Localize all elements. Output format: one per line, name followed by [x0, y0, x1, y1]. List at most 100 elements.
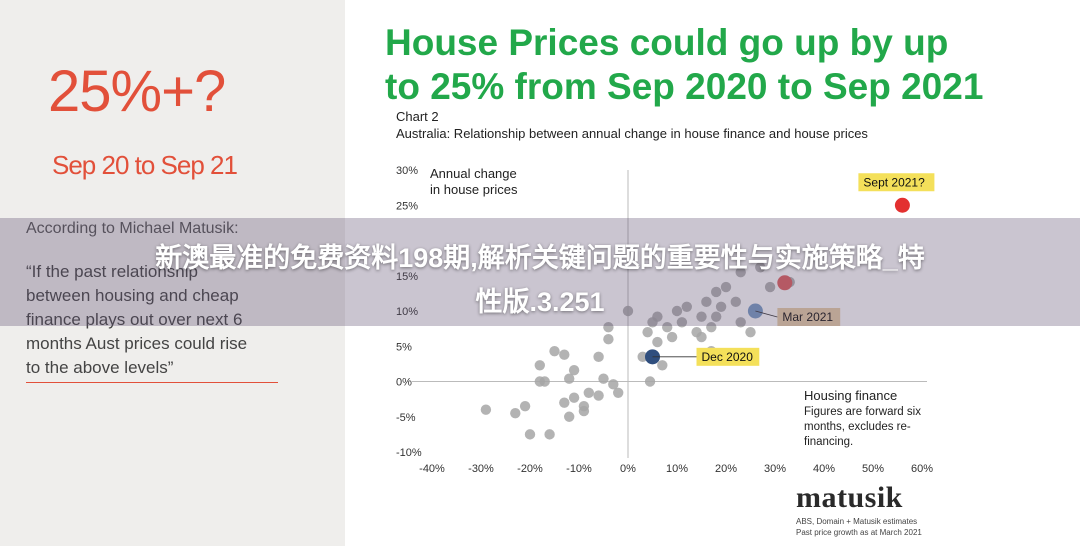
data-point: [544, 429, 555, 440]
data-point: [637, 351, 648, 363]
brand-logo-text: matusik: [796, 481, 903, 514]
callout-label: Dec 2020: [702, 350, 754, 364]
headline-figure: 25%+?: [48, 59, 226, 124]
y-tick-label: -10%: [396, 447, 422, 459]
data-point: [745, 326, 756, 338]
x-axis-title: financing.: [804, 436, 853, 448]
x-axis-title: months, excludes re-: [804, 421, 911, 433]
data-point: [755, 262, 766, 273]
x-tick-label: 20%: [715, 463, 737, 475]
banner-text-line-1: 新澳最准的免费资料198期,解析关键问题的重要性与实施策略_特: [155, 243, 925, 273]
data-point: [696, 311, 707, 322]
data-point: [583, 387, 594, 398]
highlight-point: [777, 275, 793, 291]
data-point: [568, 392, 580, 403]
quote-divider: [26, 382, 278, 383]
main-title-line-2: to 25% from Sep 2020 to Sep 2021: [385, 66, 984, 107]
data-point: [534, 360, 545, 371]
data-point: [706, 322, 717, 333]
data-point: [539, 376, 550, 387]
data-point: [564, 373, 575, 384]
y-tick-label: 5%: [396, 341, 412, 353]
quote-line: finance plays out over next 6: [26, 310, 243, 329]
data-point: [711, 311, 722, 322]
data-point: [676, 317, 688, 328]
main-title-line-1: House Prices could go up by up: [385, 22, 949, 63]
data-point: [559, 397, 570, 408]
data-point: [711, 286, 722, 298]
x-tick-label: 40%: [813, 463, 835, 475]
right-panel: [345, 0, 1080, 546]
highlight-point: [894, 197, 910, 213]
x-tick-label: -10%: [566, 463, 592, 475]
data-point: [603, 334, 614, 345]
y-tick-label: 15%: [396, 271, 418, 283]
data-point: [593, 390, 604, 401]
data-point: [652, 336, 663, 348]
quote-line: “If the past relationship: [26, 262, 198, 281]
callout-tag: [777, 308, 841, 326]
data-point: [764, 281, 776, 293]
data-point: [671, 305, 683, 317]
chart-number: Chart 2: [396, 109, 439, 124]
data-point: [720, 281, 732, 293]
data-point: [642, 326, 653, 338]
x-tick-label: 60%: [911, 463, 933, 475]
data-point: [644, 376, 656, 387]
left-panel: 25%+? Sep 20 to Sep 21 According to Mich…: [0, 0, 345, 546]
y-axis-title: in house prices: [430, 182, 518, 197]
callout-label: Mar 2021: [782, 310, 833, 324]
data-point: [598, 373, 609, 384]
quote-line: months Aust prices could rise: [26, 334, 248, 353]
data-point: [657, 360, 668, 371]
x-tick-label: 30%: [764, 463, 786, 475]
callout-tag: [696, 347, 760, 366]
y-tick-label: -5%: [396, 412, 416, 424]
data-point: [608, 379, 619, 390]
date-range: Sep 20 to Sep 21: [52, 150, 238, 180]
data-point: [549, 345, 560, 357]
source-line: Past price growth as at March 2021: [796, 528, 922, 537]
source-line: ABS, Domain + Matusik estimates: [796, 517, 918, 526]
data-point: [730, 296, 741, 308]
data-point: [696, 331, 707, 343]
data-point: [559, 349, 570, 360]
data-point: [578, 405, 590, 417]
data-point: [510, 408, 521, 419]
y-tick-label: 0%: [396, 377, 412, 389]
x-axis-title: Housing finance: [804, 388, 897, 403]
x-tick-label: 10%: [666, 463, 688, 475]
data-point: [735, 317, 746, 328]
x-tick-label: 50%: [862, 463, 884, 475]
data-point: [622, 305, 634, 317]
quote-line: to the above levels”: [26, 358, 174, 377]
chart-subtitle: Australia: Relationship between annual c…: [396, 126, 868, 141]
data-point: [603, 322, 614, 333]
y-tick-label: 10%: [396, 306, 418, 318]
data-point: [613, 387, 624, 398]
overlay-banner: [0, 218, 1080, 326]
data-point: [568, 365, 580, 376]
quote-attribution: According to Michael Matusik:: [26, 220, 239, 237]
y-tick-label: 30%: [396, 165, 418, 177]
data-point: [564, 411, 575, 422]
x-tick-label: -30%: [468, 463, 494, 475]
data-point: [735, 267, 746, 278]
data-point: [480, 404, 492, 415]
data-point: [701, 296, 712, 308]
data-point: [519, 400, 531, 412]
x-tick-label: 0%: [620, 463, 636, 475]
x-axis-title: Figures are forward six: [804, 406, 921, 418]
data-point: [652, 311, 663, 322]
data-point: [524, 429, 536, 440]
quote-line: between housing and cheap: [26, 286, 239, 305]
callout-tag: [858, 173, 935, 192]
data-point: [666, 331, 678, 343]
data-point: [593, 351, 604, 363]
x-tick-label: -40%: [419, 463, 445, 475]
y-tick-label: 25%: [396, 200, 418, 212]
banner-text-line-2: 性版.3.251: [475, 287, 605, 317]
callout-label: Sept 2021?: [863, 175, 925, 189]
x-tick-label: -20%: [517, 463, 543, 475]
